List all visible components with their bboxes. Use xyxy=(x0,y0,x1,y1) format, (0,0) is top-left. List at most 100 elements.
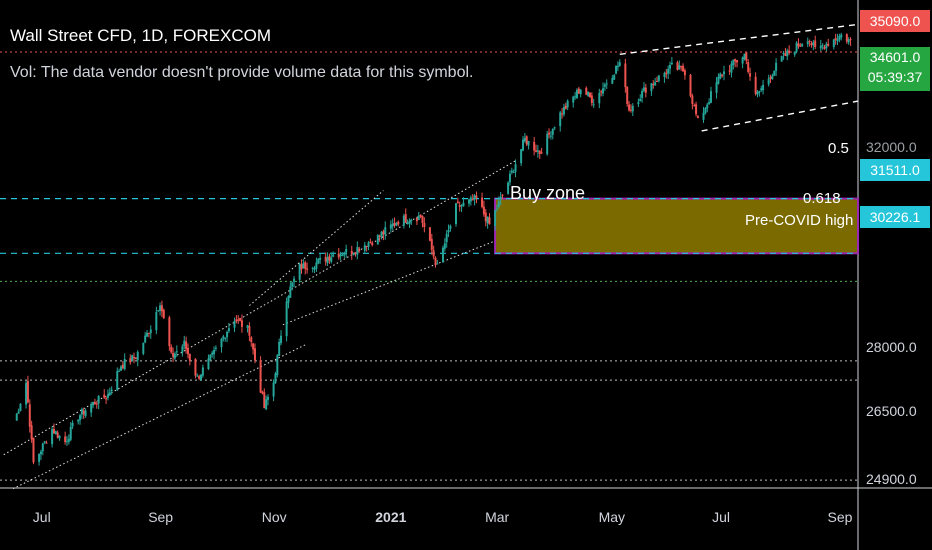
candle-body xyxy=(520,149,523,164)
candle-body xyxy=(384,227,387,235)
candle-body xyxy=(274,373,277,384)
candle-body xyxy=(170,346,173,353)
candle-body xyxy=(808,40,811,42)
candle-body xyxy=(821,45,824,47)
candle-body xyxy=(196,375,199,377)
candle-body xyxy=(430,239,433,250)
candle-body xyxy=(328,256,331,261)
candle-body xyxy=(548,132,551,135)
candle-body xyxy=(795,42,798,52)
candle-body xyxy=(551,128,554,135)
candle-body xyxy=(272,382,275,397)
candle-body xyxy=(209,354,212,361)
candle-body xyxy=(559,112,562,127)
candle-body xyxy=(103,394,106,398)
candle-body xyxy=(354,252,357,254)
candle-body xyxy=(345,249,348,253)
candle-body xyxy=(188,353,191,361)
candle-body xyxy=(332,254,335,257)
candle-body xyxy=(486,216,489,224)
candle-body xyxy=(810,43,813,46)
candle-body xyxy=(468,199,471,204)
candle-body xyxy=(574,96,577,98)
candle-body xyxy=(250,337,253,343)
candle-body xyxy=(494,210,497,226)
candle-body xyxy=(834,37,837,41)
candle-body xyxy=(730,63,733,73)
candle-body xyxy=(626,86,629,104)
candle-body xyxy=(144,335,147,343)
candle-body xyxy=(775,62,778,71)
candle-body xyxy=(118,370,121,372)
candle-body xyxy=(15,413,18,421)
candle-body xyxy=(26,380,29,403)
candle-body xyxy=(227,328,230,331)
candle-body xyxy=(240,320,243,327)
x-tick-label: 2021 xyxy=(375,509,407,525)
candle-body xyxy=(598,93,601,104)
candle-body xyxy=(706,104,709,109)
candle-body xyxy=(769,77,772,79)
candle-body xyxy=(799,45,802,47)
candle-body xyxy=(421,215,424,223)
x-tick-label: Mar xyxy=(485,509,510,525)
candle-body xyxy=(66,441,69,443)
candle-body xyxy=(616,65,619,68)
candle-body xyxy=(317,258,320,264)
candle-body xyxy=(43,441,46,443)
candle-body xyxy=(458,205,461,207)
candle-body xyxy=(147,332,150,334)
candle-body xyxy=(105,398,108,400)
y-tick-label: 28000.0 xyxy=(866,339,917,356)
candle-body xyxy=(767,78,770,85)
candle-body xyxy=(784,53,787,56)
candle-body xyxy=(782,53,785,55)
candle-body xyxy=(823,46,826,49)
candle-body xyxy=(77,419,80,422)
candle-body xyxy=(680,66,683,68)
candle-body xyxy=(319,257,322,260)
candle-body xyxy=(728,70,731,72)
candle-body xyxy=(155,311,158,331)
price-tag-current: 34601.0 05:39:37 xyxy=(860,47,930,91)
candle-body xyxy=(406,222,409,224)
candle-body xyxy=(211,352,214,355)
candle-body xyxy=(82,410,85,415)
candle-body xyxy=(600,91,603,93)
candle-body xyxy=(840,34,843,38)
candle-body xyxy=(793,51,796,55)
candle-body xyxy=(488,217,491,225)
candle-body xyxy=(356,247,359,255)
price-tag-fib-0618: 30226.1 xyxy=(860,206,930,228)
candle-body xyxy=(631,105,634,112)
candle-body xyxy=(423,222,426,228)
candle-body xyxy=(183,340,186,347)
x-tick-label: May xyxy=(598,509,626,525)
candle-body xyxy=(441,247,444,263)
y-tick-label-partial: 32000.0 xyxy=(866,139,917,155)
candle-body xyxy=(456,201,459,204)
candle-body xyxy=(436,263,439,265)
candle-body xyxy=(119,366,122,371)
candle-body xyxy=(311,267,314,269)
candle-body xyxy=(410,219,413,222)
candle-body xyxy=(521,139,524,151)
candle-body xyxy=(566,100,569,108)
candle-body xyxy=(481,197,484,207)
candle-body xyxy=(95,403,98,405)
candle-body xyxy=(771,75,774,80)
candle-body xyxy=(501,194,504,196)
candle-body xyxy=(495,208,498,210)
candle-body xyxy=(801,44,804,47)
candle-body xyxy=(454,203,457,225)
candle-body xyxy=(142,342,145,354)
candle-body xyxy=(507,182,510,194)
candle-body xyxy=(343,254,346,256)
channel-upper-line xyxy=(3,160,516,456)
candle-body xyxy=(106,394,109,398)
candle-body xyxy=(682,65,685,72)
candle-body xyxy=(434,257,437,266)
candle-body xyxy=(641,90,644,98)
